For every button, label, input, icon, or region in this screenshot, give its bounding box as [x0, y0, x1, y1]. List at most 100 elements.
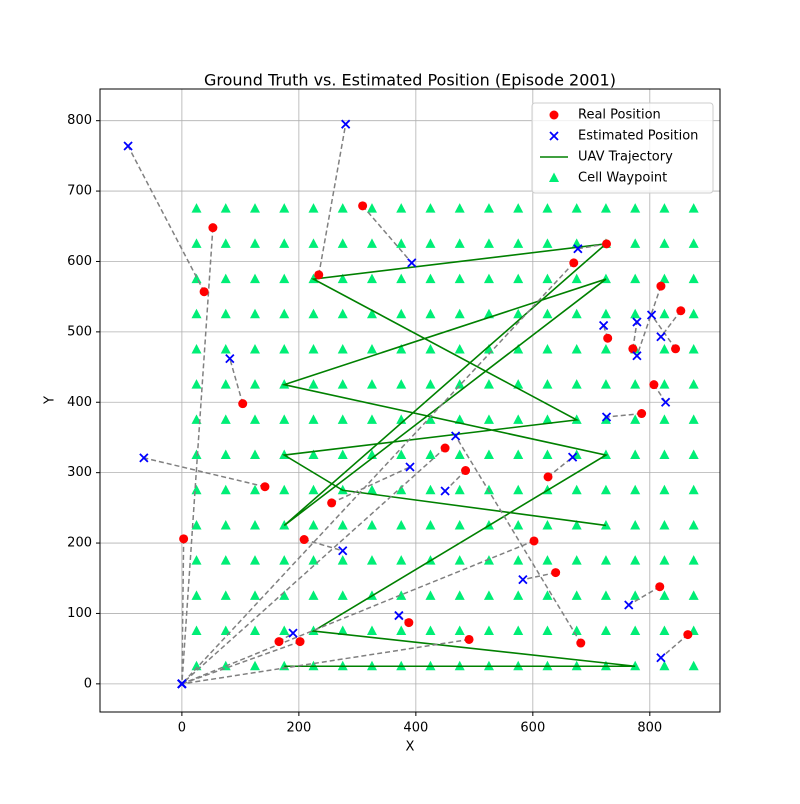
legend-label: UAV Trajectory: [578, 150, 673, 165]
waypoint: [483, 449, 494, 460]
waypoint: [250, 343, 260, 354]
waypoint: [366, 414, 377, 424]
waypoint: [337, 238, 348, 248]
waypoint: [513, 273, 524, 284]
waypoint: [688, 590, 699, 600]
waypoint: [396, 238, 407, 248]
point: [637, 409, 647, 419]
waypoint: [220, 273, 231, 284]
trajectory-line: [281, 242, 636, 668]
waypoint: [425, 238, 436, 248]
waypoint: [483, 590, 494, 600]
waypoint: [542, 555, 553, 565]
waypoint: [659, 484, 670, 495]
waypoint: [542, 343, 553, 354]
waypoint: [220, 590, 231, 600]
point: [602, 239, 612, 249]
point: [628, 344, 638, 354]
waypoint: [571, 555, 582, 565]
point: [655, 582, 665, 592]
waypoint: [659, 414, 670, 424]
waypoint: [220, 308, 231, 319]
waypoint: [454, 379, 465, 389]
waypoint: [659, 625, 670, 636]
waypoint: [630, 308, 641, 319]
waypoint: [630, 625, 641, 636]
waypoint: [630, 238, 641, 248]
waypoint: [513, 238, 524, 248]
error-line: [181, 540, 535, 685]
waypoint: [250, 203, 260, 213]
waypoint: [220, 203, 231, 213]
waypoint: [630, 590, 641, 600]
waypoint: [279, 414, 290, 424]
point: [573, 244, 583, 254]
waypoint: [337, 203, 348, 213]
waypoint: [425, 203, 436, 213]
waypoint: [250, 625, 260, 636]
waypoint: [366, 308, 377, 319]
point: [551, 568, 561, 578]
waypoint: [396, 308, 407, 319]
waypoint: [571, 343, 582, 354]
waypoint: [688, 203, 699, 213]
legend-label: Real Position: [578, 108, 661, 123]
waypoint: [220, 238, 231, 248]
waypoint: [688, 414, 699, 424]
waypoint: [688, 555, 699, 565]
waypoint: [483, 625, 494, 636]
waypoint: [483, 484, 494, 495]
error-line: [318, 124, 347, 275]
point: [394, 610, 404, 621]
waypoint: [454, 238, 465, 248]
waypoint: [337, 379, 348, 389]
waypoint: [366, 484, 377, 495]
waypoint: [571, 308, 582, 319]
point: [632, 317, 642, 327]
waypoint: [425, 273, 436, 284]
waypoint: [220, 343, 231, 354]
waypoint: [513, 203, 524, 213]
waypoint: [308, 203, 319, 213]
waypoint: [483, 414, 494, 424]
point: [295, 637, 305, 647]
point: [656, 281, 666, 291]
point: [274, 637, 284, 647]
waypoint: [191, 519, 202, 530]
waypoint: [366, 519, 377, 530]
waypoint: [454, 308, 465, 319]
waypoint: [337, 519, 348, 530]
waypoint: [279, 203, 290, 213]
error-line: [181, 227, 214, 684]
waypoint: [454, 555, 465, 565]
waypoint: [630, 555, 641, 565]
y-tick-label: 300: [67, 465, 92, 480]
waypoint: [425, 519, 436, 530]
waypoint: [396, 555, 407, 565]
waypoint: [220, 519, 231, 530]
waypoint: [250, 555, 260, 565]
waypoint: [571, 273, 582, 284]
waypoint: [337, 414, 348, 424]
point: [450, 431, 461, 441]
point: [199, 287, 209, 297]
waypoint: [308, 449, 319, 460]
waypoint: [366, 625, 377, 636]
waypoint: [337, 449, 348, 460]
waypoint: [688, 519, 699, 530]
x-tick-label: 400: [403, 721, 428, 736]
waypoint: [396, 203, 407, 213]
waypoint: [308, 590, 319, 600]
point: [358, 201, 368, 211]
waypoint: [483, 238, 494, 248]
point: [649, 380, 659, 390]
point: [656, 332, 666, 342]
point: [683, 630, 693, 640]
waypoint: [513, 308, 524, 319]
waypoint: [483, 203, 494, 213]
point: [464, 634, 474, 644]
waypoint: [220, 414, 231, 424]
waypoint: [191, 308, 202, 319]
chart-title: Ground Truth vs. Estimated Position (Epi…: [204, 71, 616, 90]
error-line: [181, 640, 301, 685]
